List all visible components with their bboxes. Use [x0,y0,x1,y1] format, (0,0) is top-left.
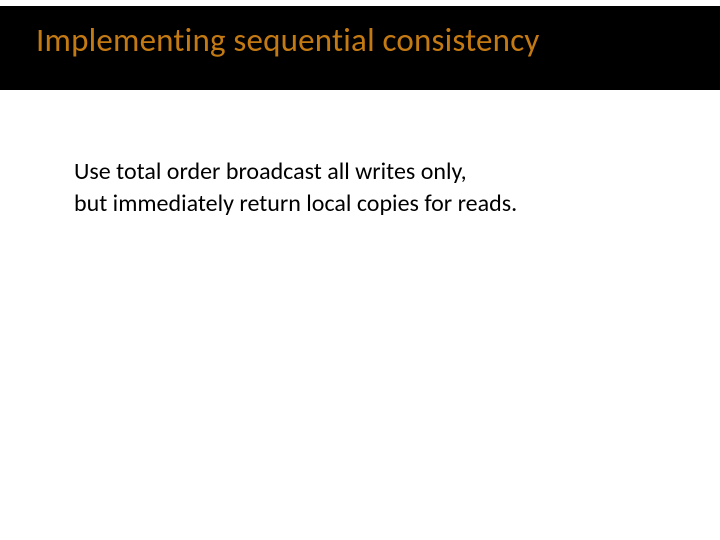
slide: Implementing sequential consistency Use … [0,0,720,540]
body-line-2: but immediately return local copies for … [74,188,654,220]
body-text: Use total order broadcast all writes onl… [74,156,654,221]
body-line-1: Use total order broadcast all writes onl… [74,156,654,188]
slide-title: Implementing sequential consistency [36,20,710,60]
title-band: Implementing sequential consistency [0,6,720,90]
